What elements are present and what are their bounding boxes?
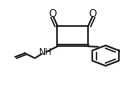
Text: NH: NH (38, 49, 52, 58)
Text: O: O (89, 9, 97, 19)
Text: O: O (49, 9, 57, 19)
